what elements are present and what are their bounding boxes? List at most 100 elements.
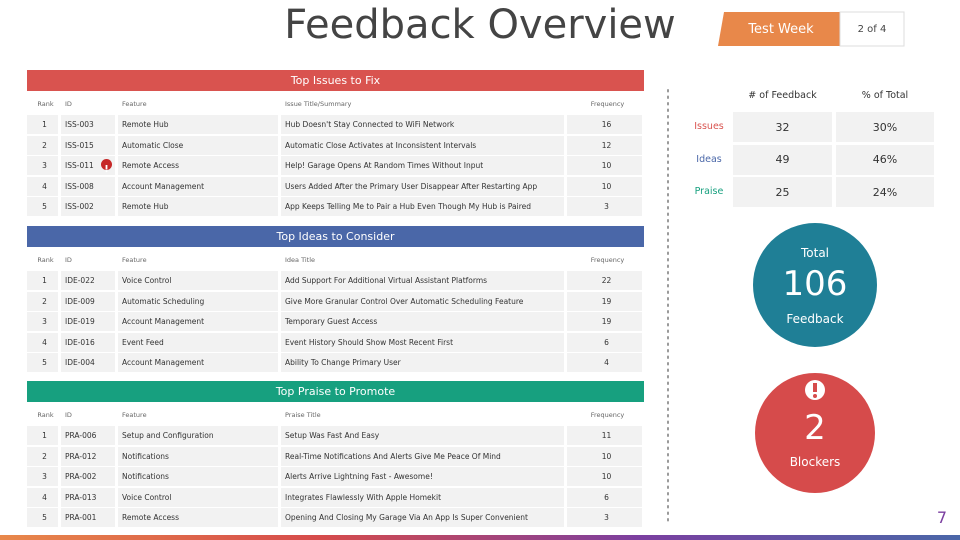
table-cell: IDE-019 xyxy=(61,312,115,332)
summary-label: Praise xyxy=(694,186,724,197)
column-header: Praise Title xyxy=(285,411,321,419)
summary-cell: 46% xyxy=(836,144,934,175)
column-header: ID xyxy=(65,256,72,264)
summary-cell: 32 xyxy=(733,112,832,142)
section-bar: Top Ideas to Consider xyxy=(27,226,644,247)
table-cell: Automatic Scheduling xyxy=(118,291,278,311)
table-cell: App Keeps Telling Me to Pair a Hub Even … xyxy=(281,197,564,217)
table-cell: 4 xyxy=(27,176,58,196)
summary-cell: 25 xyxy=(733,177,832,207)
column-header: Idea Title xyxy=(285,256,316,264)
blocker-icon xyxy=(101,159,112,173)
badge-page: 2 of 4 xyxy=(857,23,887,35)
total-value: 106 xyxy=(782,264,848,304)
divider xyxy=(667,89,669,523)
table-cell: Opening And Closing My Garage Via An App… xyxy=(281,508,564,528)
table-cell: 5 xyxy=(27,353,58,373)
table-cell: 3 xyxy=(567,508,642,528)
table-cell: 3 xyxy=(27,156,58,176)
table-cell: 2 xyxy=(27,135,58,155)
table-cell: Real-Time Notifications And Alerts Give … xyxy=(281,446,564,466)
table-cell: Remote Hub xyxy=(118,115,278,134)
badge-shape xyxy=(718,11,905,47)
table-cell: Setup and Configuration xyxy=(118,426,278,445)
column-header: Feature xyxy=(122,100,147,108)
table-cell: Add Support For Additional Virtual Assis… xyxy=(281,271,564,290)
table-cell: 19 xyxy=(567,312,642,332)
table-cell: Account Management xyxy=(118,353,278,373)
table-cell: 3 xyxy=(27,467,58,487)
total-circle xyxy=(753,223,877,347)
table-cell: 10 xyxy=(567,156,642,176)
column-header: ID xyxy=(65,411,72,419)
table-cell: Event Feed xyxy=(118,332,278,352)
summary-header: # of Feedback xyxy=(748,90,817,101)
table-cell: 19 xyxy=(567,291,642,311)
table-cell: ISS-008 xyxy=(61,176,115,196)
table-cell: Integrates Flawlessly With Apple Homekit xyxy=(281,487,564,507)
summary-label: Ideas xyxy=(696,153,722,165)
table-cell: 5 xyxy=(27,197,58,217)
table-cell: ISS-002 xyxy=(61,197,115,217)
table-cell: Voice Control xyxy=(118,487,278,507)
table-cell: 10 xyxy=(567,176,642,196)
total-label: Total xyxy=(800,246,830,260)
column-header: Rank xyxy=(37,411,54,419)
table-cell: Remote Access xyxy=(118,156,278,176)
table-cell: IDE-009 xyxy=(61,291,115,311)
table-cell: Automatic Close Activates at Inconsisten… xyxy=(281,135,564,155)
column-header: Issue Title/Summary xyxy=(285,100,352,108)
table-cell: 6 xyxy=(567,487,642,507)
column-header: Feature xyxy=(122,411,147,419)
table-cell: IDE-016 xyxy=(61,332,115,352)
column-header: ID xyxy=(65,100,72,108)
table-cell: Alerts Arrive Lightning Fast - Awesome! xyxy=(281,467,564,487)
table-cell: PRA-013 xyxy=(61,487,115,507)
section-bar: Top Praise to Promote xyxy=(27,381,644,402)
summary-header: % of Total xyxy=(861,90,909,101)
table-cell: 1 xyxy=(27,115,58,134)
table-cell: PRA-006 xyxy=(61,426,115,445)
table-cell: Give More Granular Control Over Automati… xyxy=(281,291,564,311)
table-cell: 11 xyxy=(567,426,642,445)
blockers-value: 2 xyxy=(804,408,826,448)
table-cell: Users Added After the Primary User Disap… xyxy=(281,176,564,196)
bottom-strip xyxy=(0,535,960,540)
table-cell: Help! Garage Opens At Random Times Witho… xyxy=(281,156,564,176)
column-header: Frequency xyxy=(590,256,625,264)
table-cell: Setup Was Fast And Easy xyxy=(281,426,564,445)
table-cell: 12 xyxy=(567,135,642,155)
table-cell: Automatic Close xyxy=(118,135,278,155)
table-cell: 16 xyxy=(567,115,642,134)
column-header: Rank xyxy=(37,100,54,108)
total-caption: Feedback xyxy=(786,312,844,326)
table-cell: IDE-022 xyxy=(61,271,115,290)
column-header: Rank xyxy=(37,256,54,264)
table-cell: 5 xyxy=(27,508,58,528)
table-cell: 4 xyxy=(27,487,58,507)
table-cell: 1 xyxy=(27,271,58,290)
table-cell: Voice Control xyxy=(118,271,278,290)
table-cell: PRA-012 xyxy=(61,446,115,466)
column-header: Feature xyxy=(122,256,147,264)
table-cell: Temporary Guest Access xyxy=(281,312,564,332)
table-cell: IDE-004 xyxy=(61,353,115,373)
table-cell: Hub Doesn't Stay Connected to WiFi Netwo… xyxy=(281,115,564,134)
section-bar: Top Issues to Fix xyxy=(27,70,644,91)
table-cell: Notifications xyxy=(118,446,278,466)
table-cell: 1 xyxy=(27,426,58,445)
badge-label: Test Week xyxy=(748,21,814,37)
table-cell: Remote Access xyxy=(118,508,278,528)
blockers-circle xyxy=(755,373,875,493)
table-cell: 2 xyxy=(27,291,58,311)
table-cell: Remote Hub xyxy=(118,197,278,217)
table-cell: ISS-003 xyxy=(61,115,115,134)
table-cell: Account Management xyxy=(118,312,278,332)
table-cell: 4 xyxy=(27,332,58,352)
table-cell: 2 xyxy=(27,446,58,466)
table-cell: Event History Should Show Most Recent Fi… xyxy=(281,332,564,352)
table-cell: 10 xyxy=(567,446,642,466)
table-cell: ISS-015 xyxy=(61,135,115,155)
title: Feedback Overview xyxy=(284,2,676,48)
